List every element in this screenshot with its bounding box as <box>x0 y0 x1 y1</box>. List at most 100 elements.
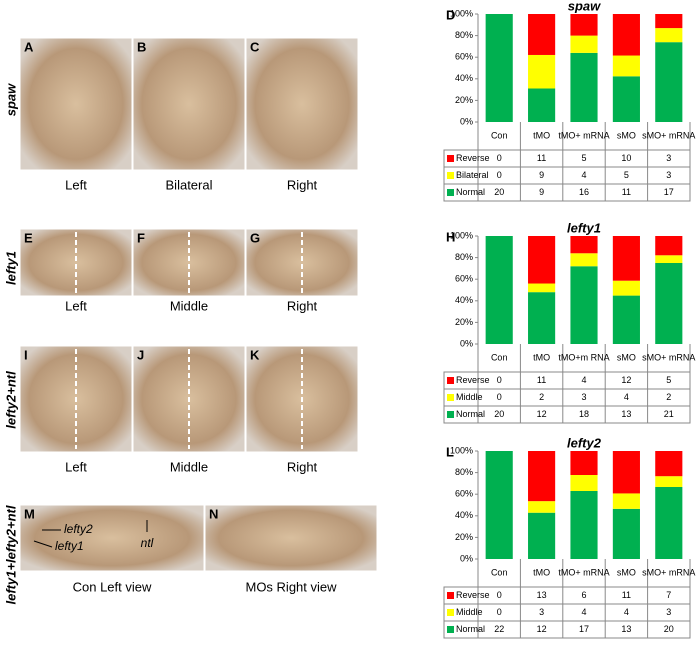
caption: Con Left view <box>73 579 152 594</box>
table-cell: 3 <box>581 392 586 402</box>
bar-segment <box>655 14 683 29</box>
table-cell: 3 <box>666 153 671 163</box>
embryo-photo <box>19 504 205 572</box>
y-tick-label: 0% <box>460 116 473 126</box>
bar-segment <box>570 52 598 122</box>
bar-segment <box>528 88 556 122</box>
bar-segment <box>570 253 598 267</box>
table-cell: 5 <box>666 375 671 385</box>
bar-segment <box>612 493 640 509</box>
bar-segment <box>528 501 556 513</box>
panel-letter: F <box>137 230 145 245</box>
table-cell: 22 <box>494 624 504 634</box>
legend-swatch <box>447 172 454 179</box>
y-tick-label: 80% <box>455 252 473 262</box>
y-tick-label: 100% <box>450 445 473 455</box>
legend-label: Reverse <box>456 153 490 163</box>
bar-segment <box>612 236 640 281</box>
table-cell: 0 <box>497 590 502 600</box>
table-cell: 2 <box>539 392 544 402</box>
y-tick-label: 20% <box>455 532 473 542</box>
bar-segment <box>528 292 556 344</box>
panel-letter: N <box>209 506 218 521</box>
legend-swatch <box>447 626 454 633</box>
caption: Left <box>65 177 87 192</box>
table-cell: 13 <box>537 590 547 600</box>
x-tick-label: sMO <box>617 567 636 577</box>
table-cell: 11 <box>537 153 546 163</box>
table-cell: 18 <box>579 409 589 419</box>
bar-segment <box>485 14 513 122</box>
y-tick-label: 0% <box>460 338 473 348</box>
legend-label: Middle <box>456 392 483 402</box>
legend-label: Normal <box>456 409 485 419</box>
x-tick-label: tMO+ mRNA <box>558 567 609 577</box>
y-tick-label: 40% <box>455 510 473 520</box>
bar-segment <box>612 14 640 56</box>
bar-segment <box>655 255 683 263</box>
y-tick-label: 20% <box>455 95 473 105</box>
bar-segment <box>570 451 598 475</box>
bar-segment <box>655 263 683 344</box>
table-cell: 20 <box>494 187 504 197</box>
y-tick-label: 80% <box>455 30 473 40</box>
caption: Middle <box>170 298 208 313</box>
bar-segment <box>655 28 683 43</box>
x-tick-label: sMO+ mRNA <box>642 130 695 140</box>
table-cell: 4 <box>581 170 586 180</box>
bar-segment <box>655 487 683 559</box>
panel-letter: D <box>446 7 455 22</box>
table-cell: 13 <box>621 409 631 419</box>
bar-segment <box>655 476 683 487</box>
table-cell: 0 <box>497 153 502 163</box>
table-cell: 4 <box>624 392 629 402</box>
chart-title: spaw <box>568 0 601 13</box>
panel-letter: K <box>250 347 260 362</box>
x-tick-label: tMO <box>533 567 550 577</box>
legend-label: Reverse <box>456 590 490 600</box>
table-cell: 11 <box>622 590 631 600</box>
legend-swatch <box>447 411 454 418</box>
table-cell: 20 <box>494 409 504 419</box>
table-cell: 9 <box>539 170 544 180</box>
bar-segment <box>528 451 556 502</box>
bar-segment <box>612 55 640 77</box>
x-tick-label: tMO <box>533 130 550 140</box>
table-cell: 11 <box>537 375 546 385</box>
panel-letter: B <box>137 39 146 54</box>
x-tick-label: Con <box>491 567 508 577</box>
caption: Bilateral <box>166 177 213 192</box>
bar-segment <box>612 295 640 344</box>
bar-segment <box>528 54 556 89</box>
bar-segment <box>570 14 598 36</box>
table-cell: 20 <box>664 624 674 634</box>
panel-letter: A <box>24 39 34 54</box>
table-cell: 6 <box>581 590 586 600</box>
table-cell: 10 <box>621 153 631 163</box>
annotation: ntl <box>141 536 154 550</box>
legend-label: Reverse <box>456 375 490 385</box>
x-tick-label: sMO <box>617 130 636 140</box>
arrow <box>33 540 53 548</box>
bar-segment <box>612 76 640 122</box>
row-label: lefty2+ntl <box>3 371 18 429</box>
legend-swatch <box>447 592 454 599</box>
table-cell: 2 <box>666 392 671 402</box>
bar-segment <box>485 451 513 559</box>
table-cell: 12 <box>621 375 631 385</box>
y-tick-label: 40% <box>455 73 473 83</box>
x-tick-label: sMO+ mRNA <box>642 352 695 362</box>
legend-swatch <box>447 189 454 196</box>
y-tick-label: 20% <box>455 317 473 327</box>
caption: MOs Right view <box>245 579 337 594</box>
legend-label: Middle <box>456 607 483 617</box>
table-cell: 0 <box>497 375 502 385</box>
panel-letter: E <box>24 230 33 245</box>
panel-letter: M <box>24 506 35 521</box>
legend-swatch <box>447 394 454 401</box>
legend-label: Bilateral <box>456 170 489 180</box>
chart-title: lefty1 <box>567 220 601 235</box>
table-cell: 3 <box>539 607 544 617</box>
x-tick-label: tMO+m RNA <box>558 352 609 362</box>
legend-swatch <box>447 377 454 384</box>
